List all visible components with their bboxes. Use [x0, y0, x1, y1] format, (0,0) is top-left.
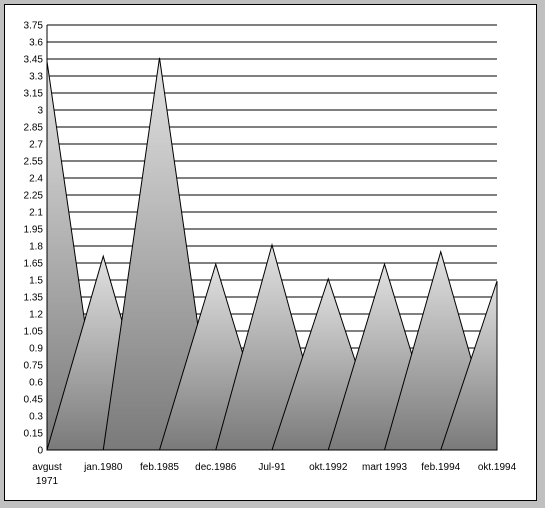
y-tick-label: 0.9: [29, 344, 43, 355]
y-tick-label: 0.3: [29, 412, 43, 423]
x-tick-label: okt.1992: [309, 462, 348, 473]
y-tick-label: 1.8: [29, 242, 43, 253]
y-tick-label: 2.7: [29, 140, 43, 151]
y-tick-label: 1.5: [29, 276, 43, 287]
x-tick-label: Jul-91: [258, 462, 286, 473]
y-tick-label: 1.65: [24, 259, 44, 270]
y-tick-label: 0: [37, 446, 43, 457]
y-tick-label: 0.15: [24, 429, 44, 440]
y-tick-label: 0.75: [24, 361, 44, 372]
y-tick-label: 2.55: [24, 157, 44, 168]
data-marks: [46, 57, 498, 451]
x-tick-label: dec.1986: [195, 462, 237, 473]
y-tick-label: 3.3: [29, 72, 43, 83]
x-tick-label: feb.1994: [421, 462, 460, 473]
y-tick-label: 3.75: [24, 21, 44, 32]
y-tick-label: 2.1: [29, 208, 43, 219]
y-tick-label: 3.45: [24, 55, 44, 66]
y-tick-label: 0.45: [24, 395, 44, 406]
chart-svg: 0 0.15 0.3 0.45 0.6 0.75 0.9 1.05 1.2 1.35 1.5 1.65…: [24, 21, 517, 488]
y-tick-label: 0.6: [29, 378, 43, 389]
y-tick-label: 1.2: [29, 310, 43, 321]
x-tick-label: mart 1993: [362, 462, 407, 473]
y-tick-label: 1.35: [24, 293, 44, 304]
x-tick-label: avgust 1971: [32, 462, 62, 487]
y-tick-label: 3.15: [24, 89, 44, 100]
x-tick-label: jan.1980: [83, 462, 123, 473]
y-tick-label: 3.6: [29, 38, 43, 49]
x-tick-label: feb.1985: [140, 462, 179, 473]
y-tick-label: 1.95: [24, 225, 44, 236]
y-tick-label: 1.05: [24, 327, 44, 338]
y-tick-label: 2.85: [24, 123, 44, 134]
y-tick-label: 2.4: [29, 174, 43, 185]
y-axis-ticks: 0 0.15 0.3 0.45 0.6 0.75 0.9 1.05 1.2 1.35 1.5 1.65…: [24, 21, 44, 457]
y-tick-label: 3: [37, 106, 43, 117]
y-tick-label: 2.25: [24, 191, 44, 202]
chart-area: 0 0.15 0.3 0.45 0.6 0.75 0.9 1.05 1.2 1.35 1.5 1.65…: [4, 4, 537, 501]
x-tick-label: okt.1994: [478, 462, 517, 473]
x-axis-ticks: avgust 1971 jan.1980 feb.1985 dec.1986 Jul-91…: [32, 462, 516, 487]
